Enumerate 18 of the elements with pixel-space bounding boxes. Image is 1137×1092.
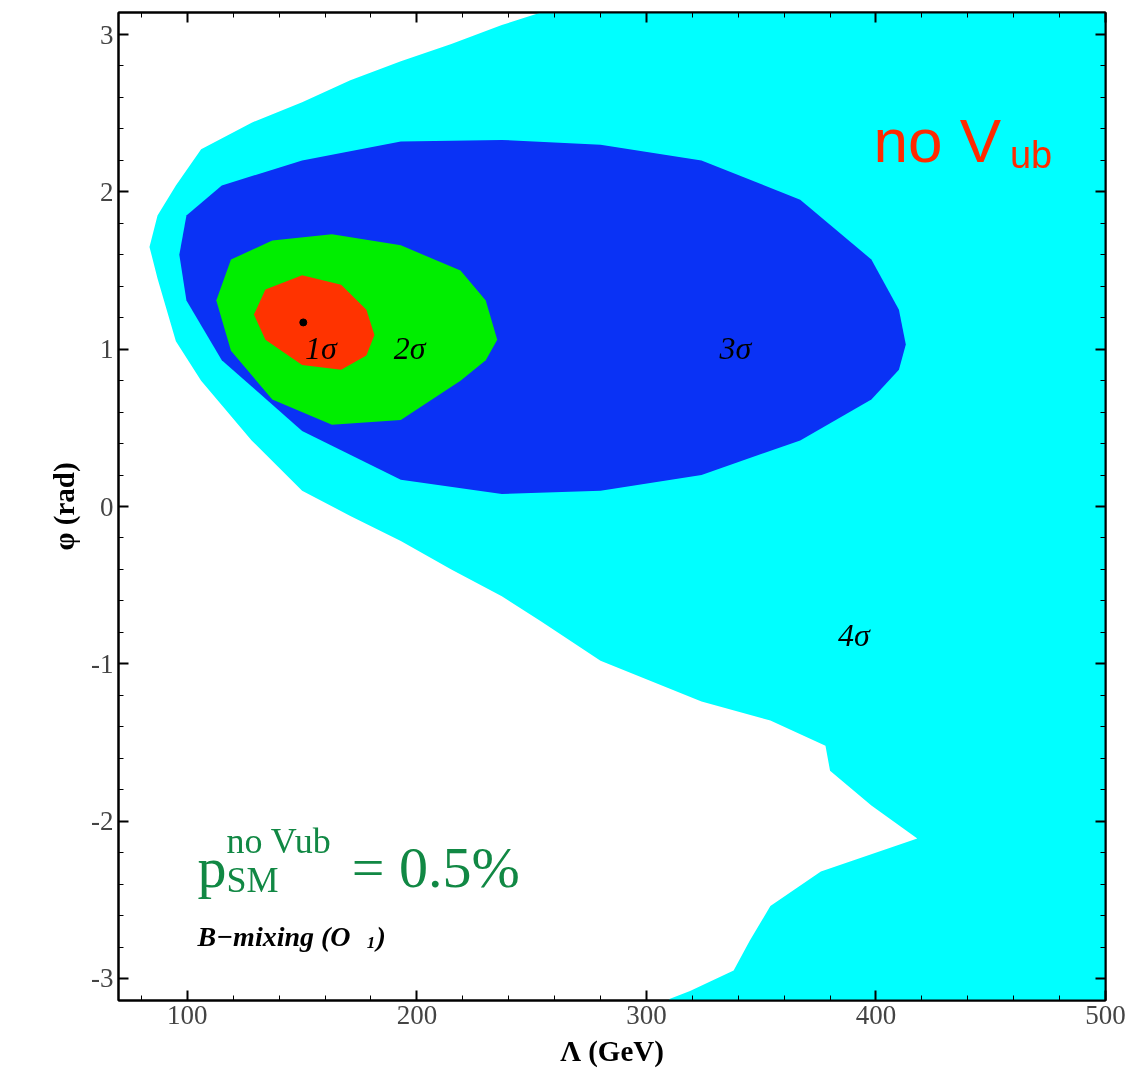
- annotation: 1σ: [304, 330, 338, 367]
- annotation: 4σ: [837, 616, 871, 653]
- y-tick-label: 3: [100, 19, 114, 50]
- y-axis-title: φ (rad): [48, 462, 82, 551]
- y-tick-label: 2: [100, 176, 114, 207]
- x-tick-label: 200: [396, 999, 438, 1030]
- x-tick-label: 400: [855, 999, 897, 1030]
- y-tick-label: 1: [100, 334, 114, 365]
- x-axis-title: Λ (GeV): [560, 1034, 664, 1068]
- x-tick-label: 500: [1085, 999, 1126, 1030]
- x-tick-label: 100: [167, 999, 208, 1030]
- x-tick-label: 300: [626, 999, 667, 1030]
- y-tick-label: -3: [91, 963, 114, 994]
- y-tick-label: 0: [100, 491, 114, 522]
- annotation: 3σ: [718, 330, 753, 367]
- y-tick-label: -2: [91, 806, 114, 837]
- annotation: 2σ: [393, 330, 427, 367]
- y-tick-label: -1: [91, 648, 114, 679]
